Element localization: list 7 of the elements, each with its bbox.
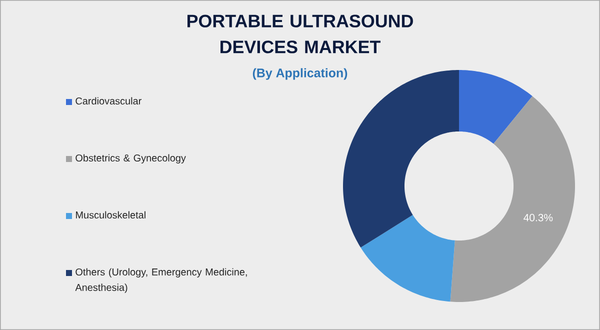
chart-subtitle: (By Application) (252, 68, 348, 80)
data-label: 40.3% (524, 214, 553, 222)
legend-label: Obstetrics & Gynecology (76, 154, 186, 164)
legend-label: Musculoskeletal (76, 211, 146, 219)
chart-title: PORTABLE ULTRASOUND DEVICES MARKET (187, 14, 413, 54)
legend-label: Others (Urology, Emergency Medicine, Anesthesia) (75, 268, 247, 293)
legend-label: Cardiovascular (76, 97, 142, 105)
